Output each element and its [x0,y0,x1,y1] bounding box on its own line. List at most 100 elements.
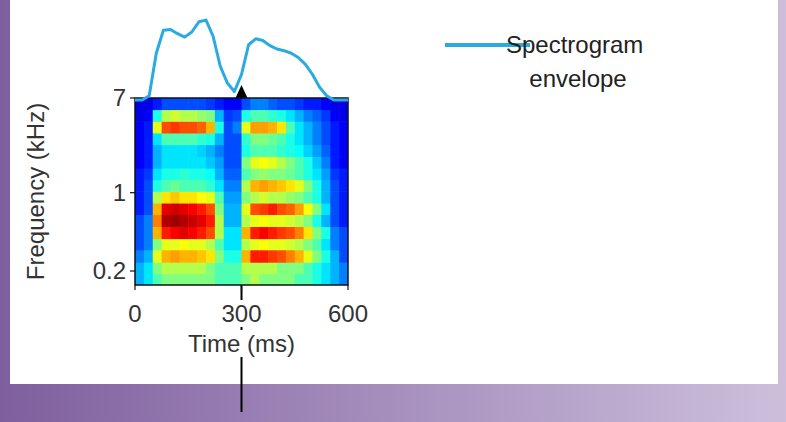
cell [321,98,330,110]
cell [206,203,215,215]
cell [179,156,188,168]
cell [259,180,268,192]
cell [171,168,180,180]
cell [197,273,206,285]
cell [321,168,330,180]
cell [304,121,313,133]
cell [277,191,286,203]
cell [295,145,304,157]
cell [135,191,144,203]
cell [215,203,224,215]
cell [197,239,206,251]
cell [171,214,180,227]
cell [259,239,268,251]
legend-label: Spectrogram envelope [506,31,650,92]
y-tick [130,192,135,193]
cell [188,250,197,263]
cell [313,168,322,180]
cell [277,203,286,215]
envelope-group [135,20,348,100]
cell [330,121,339,133]
cell [179,109,188,121]
cell [339,226,348,239]
cell [188,121,197,133]
cell [197,191,206,203]
cell [330,203,339,215]
cell [162,145,171,157]
cell [171,273,180,285]
cell [250,109,259,121]
y-tick-label: 7 [113,84,126,111]
cell [242,214,251,227]
cell [304,109,313,121]
cell [144,121,153,133]
cell [268,133,277,145]
cell [197,121,206,133]
cell [162,226,171,239]
cell [313,273,322,285]
cell [233,214,242,227]
cell [179,145,188,157]
cell [206,262,215,274]
cell [268,145,277,157]
cell [233,133,242,145]
cell [233,168,242,180]
cell [339,121,348,133]
cell [268,214,277,227]
cell [242,203,251,215]
cell [179,262,188,274]
cell [153,156,162,168]
plot-frame [135,98,348,285]
cell [144,273,153,285]
cell [162,168,171,180]
cell [224,121,233,133]
cell [188,273,197,285]
cell [206,180,215,192]
cell [206,191,215,203]
cell [277,168,286,180]
cell [321,121,330,133]
cell [144,226,153,239]
cell [188,203,197,215]
cell [330,168,339,180]
cell [135,273,144,285]
cell [250,133,259,145]
cell [250,273,259,285]
cell [277,121,286,133]
cell [250,262,259,274]
cell [206,226,215,239]
cell [242,98,251,110]
y-tick [130,270,135,271]
cell [250,180,259,192]
cell [197,214,206,227]
cell [295,191,304,203]
cell [206,133,215,145]
cell [295,203,304,215]
cell [215,121,224,133]
cell [144,145,153,157]
envelope-line [135,20,348,100]
cell [233,191,242,203]
cell [286,203,295,215]
cell [330,145,339,157]
cell [321,156,330,168]
y-axis-title: Frequency (kHz) [22,103,49,280]
cell [242,168,251,180]
cell [242,262,251,274]
cell [330,239,339,251]
cell [188,214,197,227]
cell [313,203,322,215]
cell [197,262,206,274]
x-tick-label: 0 [128,300,141,327]
cell [144,180,153,192]
cell [135,109,144,121]
cell [286,98,295,110]
cell [188,98,197,110]
cell [321,109,330,121]
cell [250,145,259,157]
cell [295,156,304,168]
cell [268,109,277,121]
cell [162,191,171,203]
cell [206,214,215,227]
cell [197,133,206,145]
